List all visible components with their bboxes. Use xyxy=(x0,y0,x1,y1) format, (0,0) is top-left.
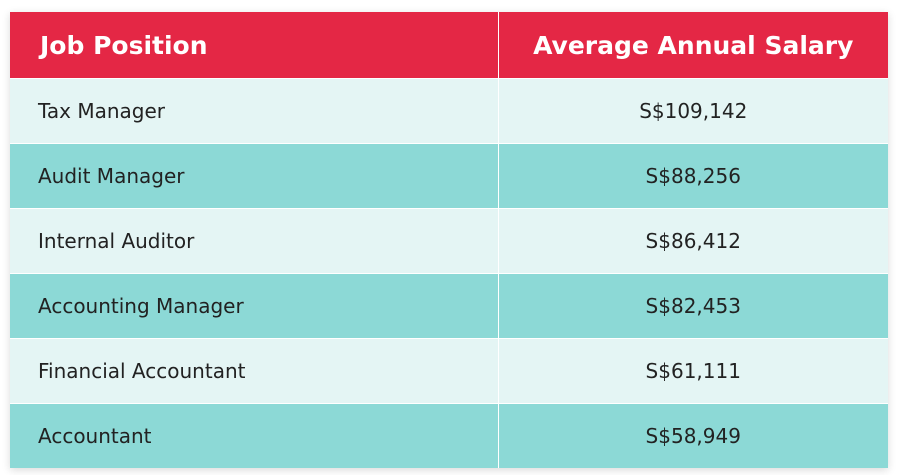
position-cell: Audit Manager xyxy=(10,143,499,209)
table-body: Tax Manager S$109,142 Audit Manager S$88,25… xyxy=(10,78,888,468)
header-cell: Average Annual Salary xyxy=(498,12,888,79)
header-cell: Job Position xyxy=(10,12,499,79)
salary-cell: S$86,412 xyxy=(498,208,888,274)
salary-cell: S$58,949 xyxy=(498,403,888,468)
position-cell: Accounting Manager xyxy=(10,273,499,339)
table-row: Audit Manager S$88,256 xyxy=(10,143,888,209)
salary-cell: S$61,111 xyxy=(498,338,888,404)
position-cell: Internal Auditor xyxy=(10,208,499,274)
position-cell: Accountant xyxy=(10,403,499,468)
header-row: Job Position Average Annual Salary xyxy=(10,12,888,79)
table-row: Accounting Manager S$82,453 xyxy=(10,273,888,339)
table-container: Job Position Average Annual Salary Tax M… xyxy=(10,12,888,468)
table-row: Tax Manager S$109,142 xyxy=(10,78,888,144)
table-row: Financial Accountant S$61,111 xyxy=(10,338,888,404)
salary-cell: S$88,256 xyxy=(498,143,888,209)
position-cell: Tax Manager xyxy=(10,78,499,144)
position-cell: Financial Accountant xyxy=(10,338,499,404)
salary-table: Job Position Average Annual Salary Tax M… xyxy=(10,12,888,468)
salary-cell: S$109,142 xyxy=(498,78,888,144)
table-row: Accountant S$58,949 xyxy=(10,403,888,468)
salary-cell: S$82,453 xyxy=(498,273,888,339)
table-row: Internal Auditor S$86,412 xyxy=(10,208,888,274)
